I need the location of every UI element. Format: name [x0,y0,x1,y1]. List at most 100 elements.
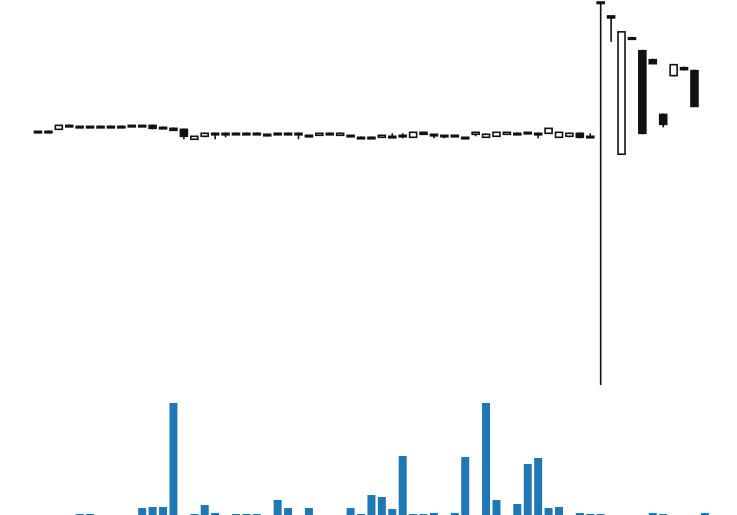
candle-body [148,124,157,130]
candle-body [669,63,678,77]
candle [429,133,439,139]
volume-bar [461,457,470,515]
candle-body [690,69,699,108]
candle-body [221,132,230,136]
candle-body [179,128,189,138]
volume-bar [575,513,584,515]
candle-body [596,1,605,5]
volume-bar [211,513,220,515]
candle-body [283,132,293,136]
candle-body [367,136,376,140]
candle-body [658,113,668,126]
candle-body [346,134,355,138]
volume-bar [450,513,459,515]
candle [533,132,543,139]
candle-body [638,49,647,135]
candle [408,131,418,139]
volume-bar [700,513,709,515]
candle-body [325,132,335,136]
candle [398,133,408,139]
candle [565,132,574,138]
candle [481,133,491,139]
candle-body [419,131,428,136]
candle [523,131,533,135]
candle [283,132,293,136]
candle-body [460,136,470,140]
candle [85,125,95,129]
candle-body [429,133,439,137]
candle-body [231,132,241,136]
candle [669,63,678,77]
volume-bar [648,513,657,515]
candle [325,132,335,136]
candle [658,113,668,128]
candle-body [679,66,689,71]
candle-body [158,126,168,130]
candle [158,126,168,130]
candle [106,125,116,129]
candle-body [210,132,220,136]
candle [585,133,595,139]
candle-body [481,133,491,139]
candle-body [575,132,585,139]
candle [231,132,241,136]
candle [460,136,470,140]
volume-bar [388,509,397,515]
candle [648,58,658,65]
candle [513,132,522,136]
candle [294,132,303,140]
candle [200,132,210,138]
candle-body [554,131,564,139]
candle [315,132,324,137]
candle [242,132,251,136]
volume-bar [429,513,438,515]
candle-body [356,136,366,140]
candle [346,134,355,138]
candle [210,132,220,140]
candle-body [315,132,324,137]
volume-bar [273,500,282,515]
candle [419,131,428,136]
volume-bar [523,464,532,515]
volume-bar [398,456,407,515]
candle [117,125,126,129]
candle [617,31,626,156]
candle-body [398,134,408,138]
candle-body [648,58,658,65]
candle [690,69,699,108]
volume-bar [159,507,168,515]
candle [75,125,84,129]
volume-bar [482,403,491,515]
candle [471,131,480,137]
candle-body [137,124,147,128]
candle [44,130,53,134]
candle [492,131,501,138]
candle [502,131,512,136]
candle-body [85,125,95,129]
candle-body [544,127,553,135]
candle [440,134,449,139]
candle [575,132,585,139]
volume-bar [377,497,386,515]
candle [356,136,366,140]
candle-body [492,131,501,138]
candle [638,49,647,135]
candle-body [523,131,533,135]
volume-bar [284,508,293,515]
candle [544,127,553,135]
candle [367,136,376,140]
candle-body [262,133,272,137]
candle [33,130,43,134]
candle [335,132,345,137]
volume-bar [367,495,376,515]
candle-body [294,132,303,136]
candle-body [106,125,116,129]
candle-body [169,127,178,132]
volume-bar [544,508,553,515]
candle-body [565,132,574,138]
candle-body [33,130,43,134]
candle-body [54,124,64,131]
candle-body [127,124,137,128]
candle [262,133,272,137]
